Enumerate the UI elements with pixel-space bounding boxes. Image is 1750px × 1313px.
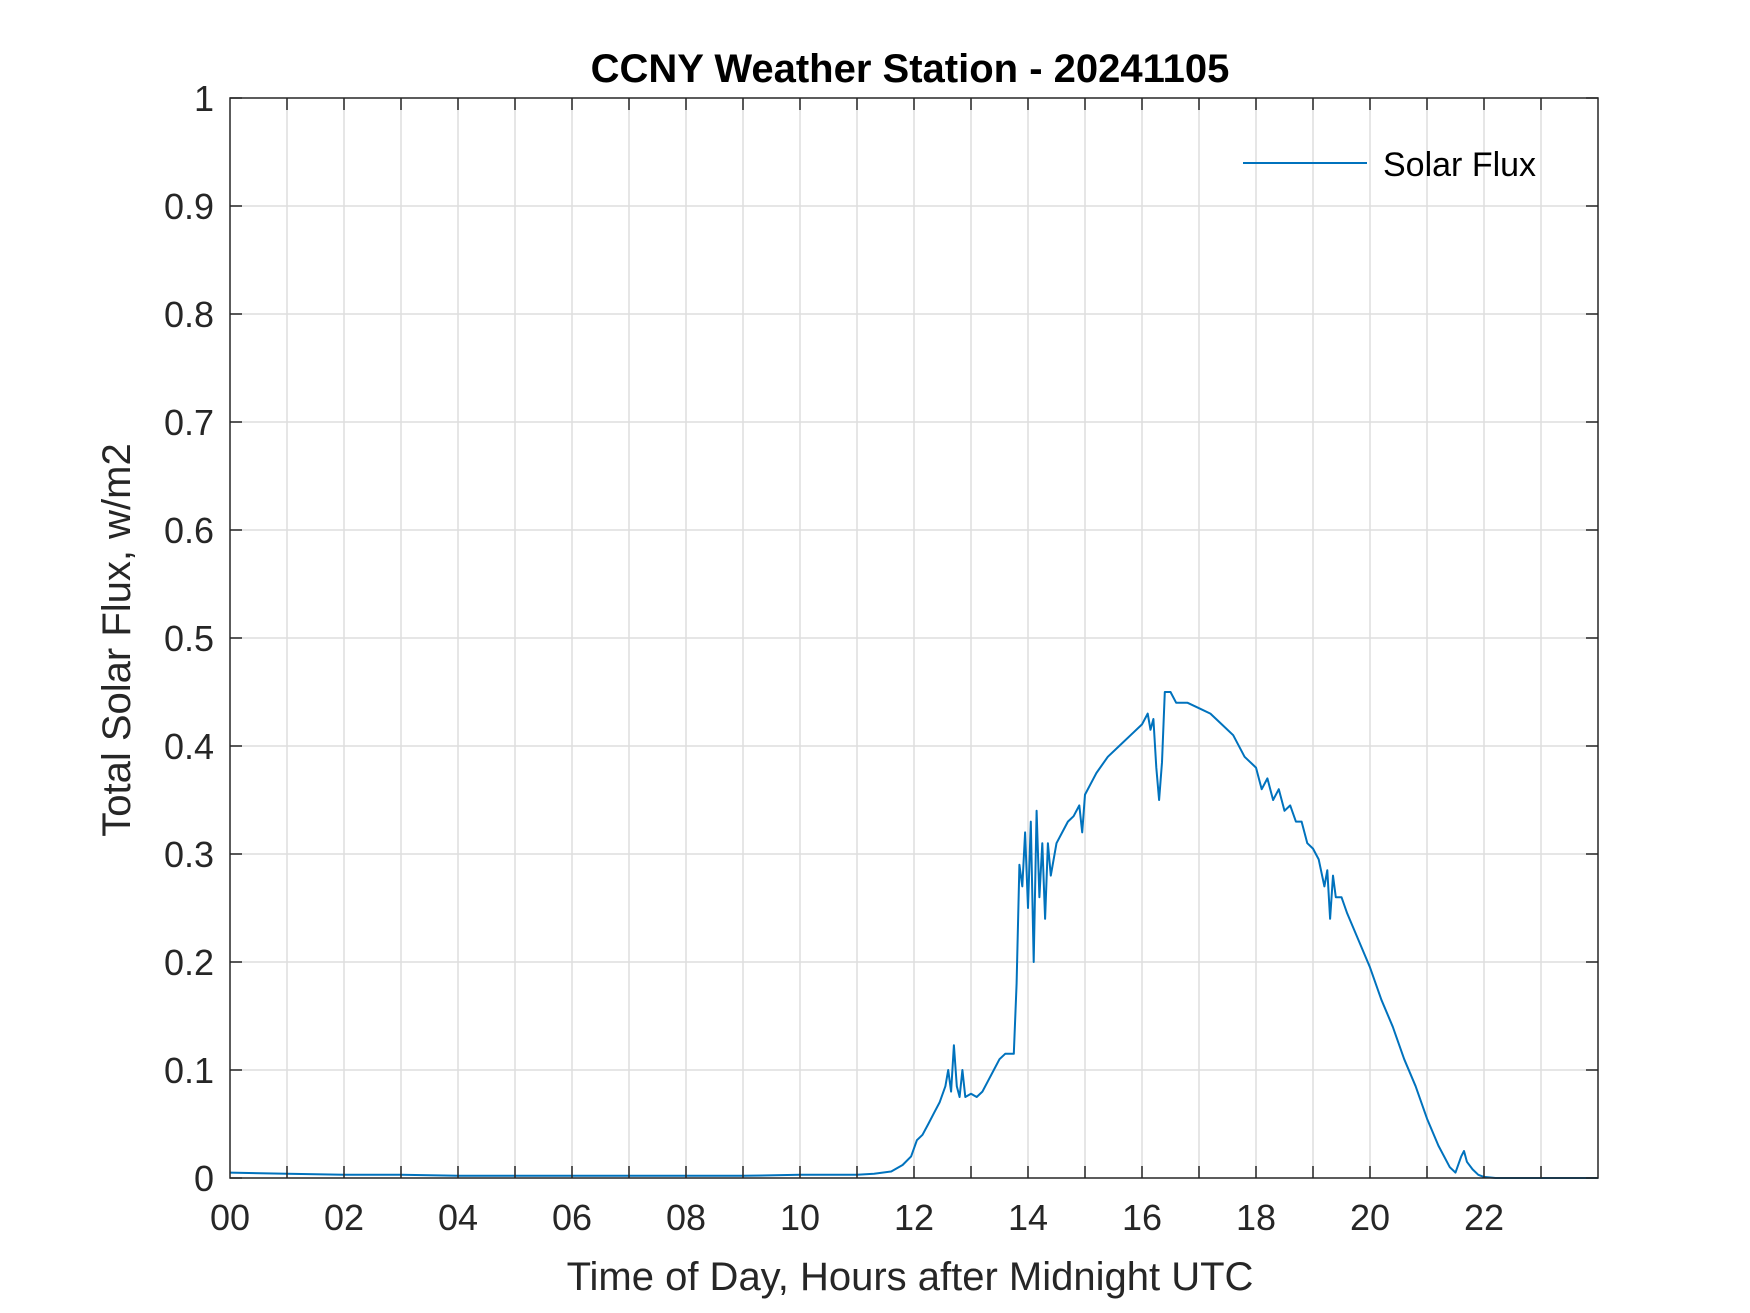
- axis-ticks: [230, 97, 1598, 1179]
- y-tick-label: 0.2: [164, 942, 214, 983]
- x-tick-label: 20: [1350, 1197, 1390, 1238]
- y-tick-label: 0.3: [164, 834, 214, 875]
- x-tick-label: 02: [324, 1197, 364, 1238]
- series-line-solar-flux: [229, 691, 1598, 1179]
- y-tick-label: 0.9: [164, 186, 214, 227]
- x-tick-label: 22: [1464, 1197, 1504, 1238]
- grid-lines: [230, 98, 1598, 1178]
- y-tick-label: 0.8: [164, 294, 214, 335]
- series-layer: [229, 691, 1598, 1179]
- legend-label-solar-flux: Solar Flux: [1383, 146, 1536, 184]
- x-tick-label: 10: [780, 1197, 820, 1238]
- chart-title: CCNY Weather Station - 20241105: [591, 47, 1230, 91]
- x-tick-label: 18: [1236, 1197, 1276, 1238]
- x-axis-label: Time of Day, Hours after Midnight UTC: [567, 1255, 1254, 1299]
- x-tick-labels: 00 02 04 06 08 10 12 14 16 18 20 22: [210, 1197, 1504, 1238]
- y-tick-labels: 0 0.1 0.2 0.3 0.4 0.5 0.6 0.7 0.8 0.9 1: [164, 78, 214, 1199]
- x-tick-label: 00: [210, 1197, 250, 1238]
- y-tick-label: 0.4: [164, 726, 214, 767]
- legend: Solar Flux: [1243, 146, 1536, 184]
- y-tick-label: 0.1: [164, 1050, 214, 1091]
- x-tick-label: 06: [552, 1197, 592, 1238]
- y-tick-label: 0: [194, 1158, 214, 1199]
- x-tick-label: 16: [1122, 1197, 1162, 1238]
- x-tick-label: 08: [666, 1197, 706, 1238]
- y-tick-label: 0.5: [164, 618, 214, 659]
- x-tick-label: 12: [894, 1197, 934, 1238]
- y-axis-label: Total Solar Flux, w/m2: [95, 443, 139, 836]
- y-tick-label: 0.6: [164, 510, 214, 551]
- y-tick-label: 1: [194, 78, 214, 119]
- y-tick-label: 0.7: [164, 402, 214, 443]
- x-tick-label: 04: [438, 1197, 478, 1238]
- x-tick-label: 14: [1008, 1197, 1048, 1238]
